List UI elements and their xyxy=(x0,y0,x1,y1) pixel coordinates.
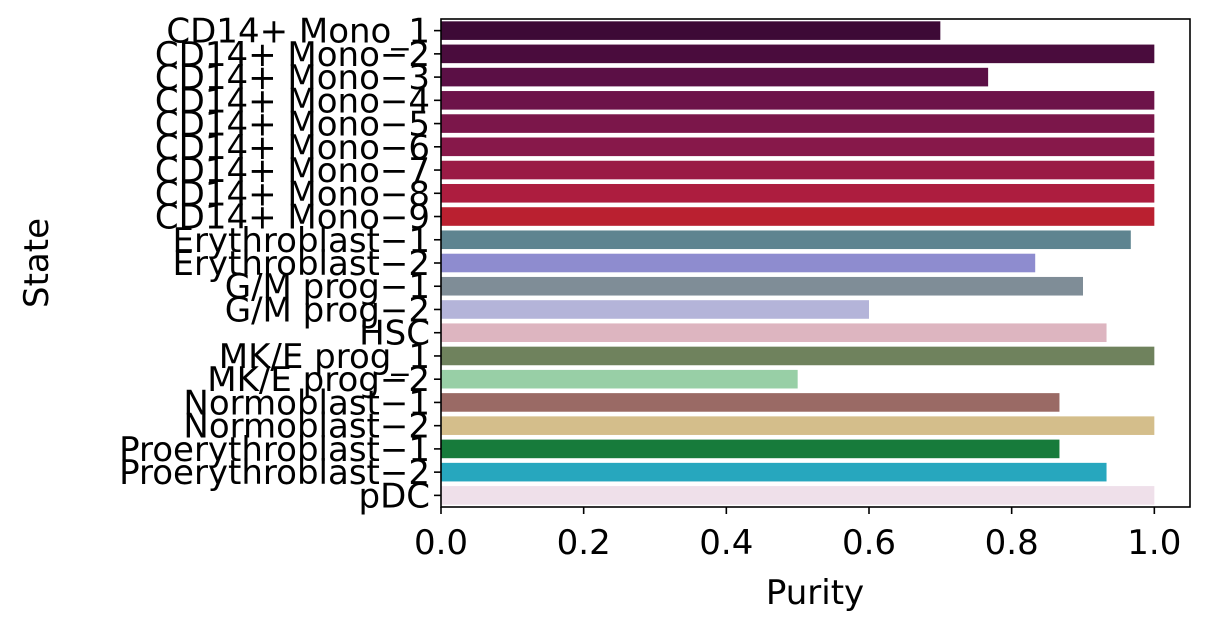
y-tick-label: MK/E prog−2 xyxy=(207,360,430,400)
bar xyxy=(441,21,941,40)
x-tick-label: 0.0 xyxy=(414,523,468,563)
y-tick-label: pDC xyxy=(358,476,430,516)
bar xyxy=(441,486,1155,505)
x-tick-label: 1.0 xyxy=(1127,523,1181,563)
x-axis-title: Purity xyxy=(766,573,864,613)
y-tick-label: CD14+ Mono−2 xyxy=(155,35,430,75)
y-tick-label: CD14+ Mono−3 xyxy=(155,58,430,98)
bar xyxy=(441,67,989,87)
y-tick-label: CD14+ Mono−4 xyxy=(155,81,430,121)
bar xyxy=(441,44,1155,64)
y-tick-label: Normoblast−2 xyxy=(183,407,430,447)
bar xyxy=(441,230,1131,250)
y-tick-label: HSC xyxy=(359,314,430,354)
x-tick-label: 0.2 xyxy=(557,523,611,563)
bar xyxy=(441,346,1155,366)
y-tick-label: CD14+ Mono−9 xyxy=(155,198,430,238)
y-tick-label: MK/E prog_1 xyxy=(219,337,430,377)
y-tick-label: Normoblast−1 xyxy=(183,383,430,423)
y-tick-label: Proerythroblast−2 xyxy=(119,453,430,493)
y-tick-label: CD14+ Mono−8 xyxy=(155,174,430,214)
y-axis-title: State xyxy=(17,218,57,308)
bar xyxy=(441,416,1155,435)
bar xyxy=(441,114,1155,133)
y-tick-label: Erythroblast−1 xyxy=(172,221,430,261)
y-tick-label: Erythroblast−2 xyxy=(172,244,430,284)
bar xyxy=(441,369,798,389)
bar xyxy=(441,207,1155,226)
bar xyxy=(441,137,1155,157)
y-tick-label: CD14+ Mono_1 xyxy=(166,12,430,52)
bar xyxy=(441,183,1155,203)
bar xyxy=(441,253,1036,273)
bar xyxy=(441,393,1060,412)
y-tick-label: G/M prog−1 xyxy=(225,267,430,307)
bar xyxy=(441,439,1060,459)
y-tick-label: CD14+ Mono−6 xyxy=(155,128,430,168)
bar xyxy=(441,160,1155,180)
y-tick-label: G/M prog−2 xyxy=(225,290,430,330)
x-tick-label: 0.6 xyxy=(842,523,896,563)
x-tick-label: 0.8 xyxy=(985,523,1039,563)
bar-series xyxy=(441,21,1155,505)
x-axis: 0.0 0.2 0.4 0.6 0.8 1.0 xyxy=(414,507,1181,563)
y-tick-label: Proerythroblast−1 xyxy=(119,430,430,470)
x-tick-label: 0.4 xyxy=(699,523,753,563)
bar xyxy=(441,323,1107,343)
y-tick-label: CD14+ Mono−5 xyxy=(155,105,430,145)
bar xyxy=(441,462,1107,482)
bar xyxy=(441,276,1083,296)
y-tick-label: CD14+ Mono−7 xyxy=(155,151,430,191)
bar xyxy=(441,91,1155,110)
bar xyxy=(441,300,869,319)
